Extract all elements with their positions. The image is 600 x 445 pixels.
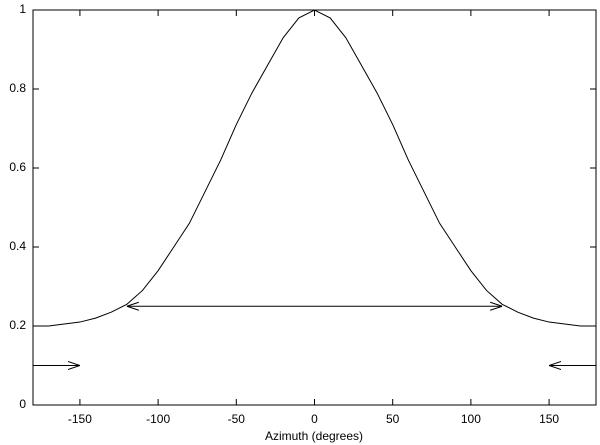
- y-tick-label: 0: [19, 397, 26, 411]
- y-tick-label: 0.8: [9, 81, 26, 95]
- x-tick-label: 100: [461, 412, 481, 426]
- x-tick-label: 150: [539, 412, 559, 426]
- plot-frame: [32, 9, 597, 406]
- y-tick-label: 0.6: [9, 160, 26, 174]
- y-tick-label: 0.2: [9, 318, 26, 332]
- x-tick-label: -50: [228, 412, 246, 426]
- x-tick-label: 50: [386, 412, 400, 426]
- x-tick-label: -100: [146, 412, 170, 426]
- line: [33, 9, 596, 327]
- x-axis-label: Azimuth (degrees): [265, 429, 363, 443]
- x-tick-label: -150: [68, 412, 92, 426]
- x-tick-label: 0: [311, 412, 318, 426]
- y-tick-label: 1: [19, 2, 26, 16]
- y-tick-label: 0.4: [9, 239, 26, 253]
